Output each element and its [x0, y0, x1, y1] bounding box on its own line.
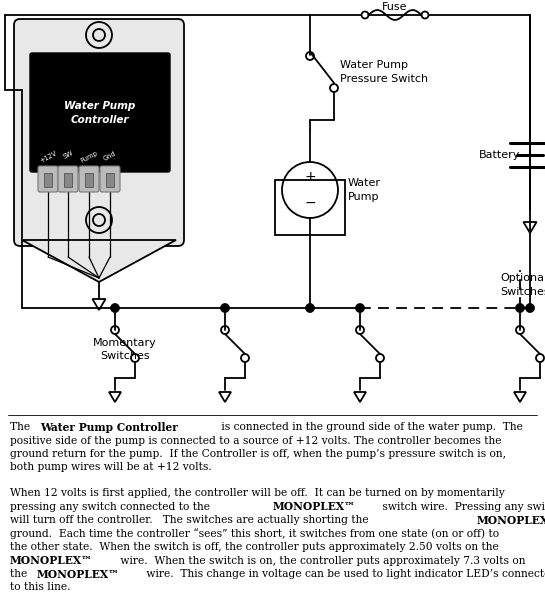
Text: Momentary
Switches: Momentary Switches [93, 338, 157, 361]
Text: both pump wires will be at +12 volts.: both pump wires will be at +12 volts. [10, 463, 212, 473]
Text: Water
Pump: Water Pump [348, 178, 381, 202]
Text: Water Pump Controller: Water Pump Controller [40, 422, 178, 433]
Text: Water Pump
Controller: Water Pump Controller [64, 101, 136, 125]
Circle shape [221, 304, 229, 313]
Text: will turn off the controller.   The switches are actually shorting the: will turn off the controller. The switch… [10, 515, 372, 525]
Circle shape [111, 304, 119, 313]
Text: ground return for the pump.  If the Controller is off, when the pump’s pressure : ground return for the pump. If the Contr… [10, 449, 506, 459]
Text: +: + [304, 170, 316, 184]
Text: the: the [10, 569, 31, 579]
Text: Water Pump
Pressure Switch: Water Pump Pressure Switch [340, 61, 428, 83]
Circle shape [516, 304, 524, 313]
Text: positive side of the pump is connected to a source of +12 volts. The controller : positive side of the pump is connected t… [10, 436, 501, 445]
Bar [85, 173, 93, 187]
Text: to this line.: to this line. [10, 583, 70, 593]
Text: wire.  When the switch is on, the controller puts approximately 7.3 volts on: wire. When the switch is on, the control… [117, 556, 525, 565]
Text: wire.  This change in voltage can be used to light indicator LED’s connected: wire. This change in voltage can be used… [143, 569, 545, 579]
Text: is connected in the ground side of the water pump.  The: is connected in the ground side of the w… [218, 422, 523, 432]
Text: The: The [10, 422, 33, 432]
FancyBboxPatch shape [38, 166, 58, 192]
Text: Optional
Switches: Optional Switches [500, 274, 545, 296]
FancyBboxPatch shape [58, 166, 78, 192]
Text: MONOPLEX™: MONOPLEX™ [477, 515, 545, 526]
Text: switch wire.  Pressing any switch again: switch wire. Pressing any switch again [379, 502, 545, 511]
Bar [106, 173, 114, 187]
Circle shape [355, 304, 365, 313]
Text: SW: SW [62, 150, 74, 160]
Circle shape [525, 304, 535, 313]
FancyBboxPatch shape [100, 166, 120, 192]
Text: Gnd: Gnd [102, 150, 117, 161]
Circle shape [306, 304, 314, 313]
Text: −: − [304, 196, 316, 210]
Polygon shape [22, 240, 176, 282]
Text: MONOPLEX™: MONOPLEX™ [37, 569, 119, 580]
Bar [44, 173, 52, 187]
Text: +12V: +12V [39, 150, 58, 164]
Text: pressing any switch connected to the: pressing any switch connected to the [10, 502, 214, 511]
Text: Fuse: Fuse [382, 2, 408, 12]
Bar [64, 173, 72, 187]
Bar [275, 180, 345, 235]
Text: MONOPLEX™: MONOPLEX™ [272, 502, 355, 512]
FancyBboxPatch shape [30, 53, 170, 172]
Circle shape [361, 11, 368, 19]
FancyBboxPatch shape [14, 19, 184, 246]
Text: Battery: Battery [479, 150, 520, 160]
Text: the other state.  When the switch is off, the controller puts approximately 2.50: the other state. When the switch is off,… [10, 542, 499, 552]
Text: ground.  Each time the controller “sees” this short, it switches from one state : ground. Each time the controller “sees” … [10, 529, 499, 539]
Text: MONOPLEX™: MONOPLEX™ [10, 556, 93, 566]
FancyBboxPatch shape [79, 166, 99, 192]
Circle shape [421, 11, 428, 19]
Text: When 12 volts is first applied, the controller will be off.  It can be turned on: When 12 volts is first applied, the cont… [10, 488, 505, 498]
Text: Pump: Pump [80, 150, 99, 164]
